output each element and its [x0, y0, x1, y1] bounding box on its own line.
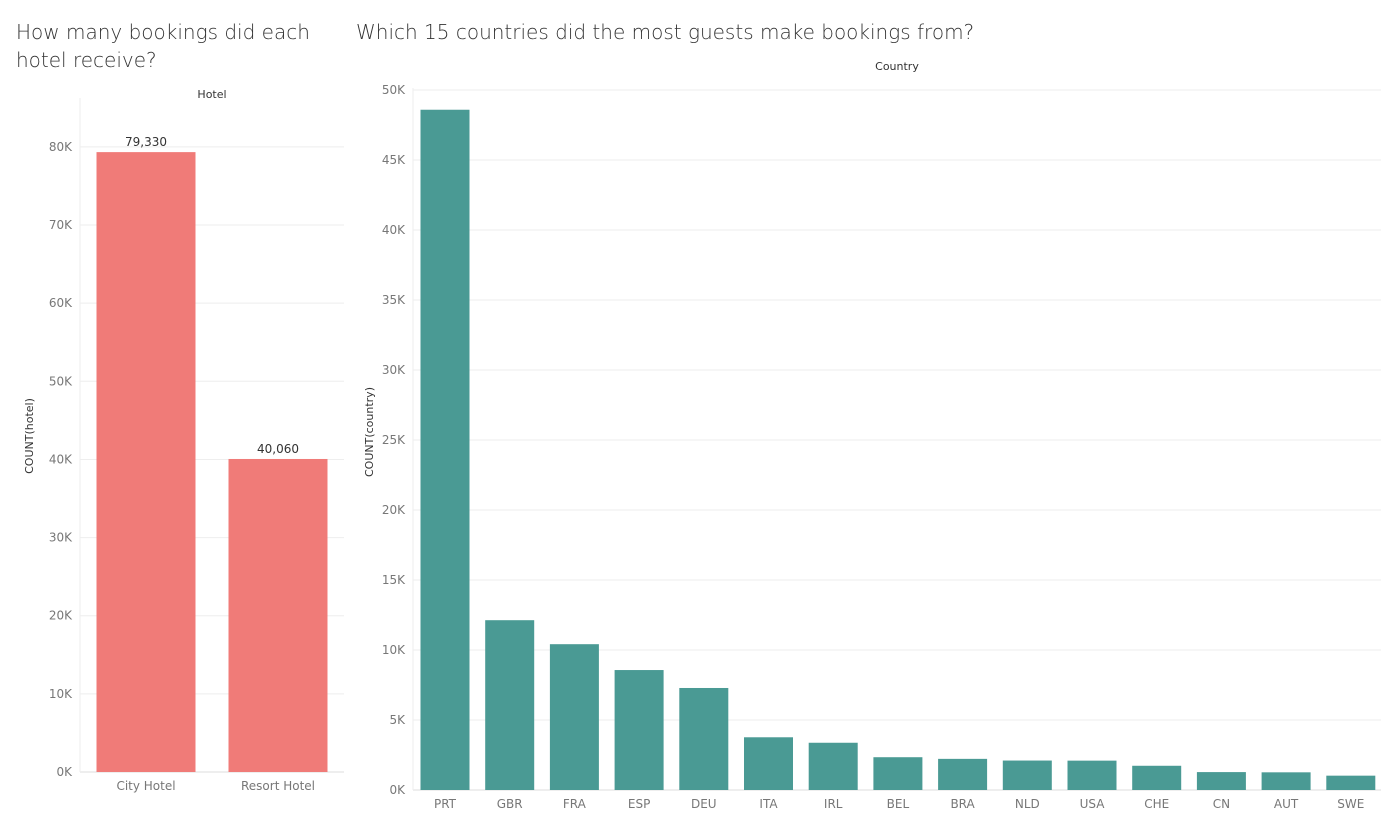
- hotel-chart-title: How many bookings did each hotel receive…: [16, 20, 310, 72]
- country-chart-title: Which 15 countries did the most guests m…: [356, 20, 975, 44]
- country-category-label: NLD: [1015, 797, 1040, 811]
- country-bar-swe: [1326, 775, 1376, 790]
- hotel-column-header: Hotel: [197, 88, 226, 101]
- hotel-y-tick-label: 10K: [49, 687, 73, 701]
- hotel-y-tick-label: 50K: [49, 374, 73, 388]
- country-y-tick-label: 45K: [382, 153, 406, 167]
- hotel-y-tick-label: 0K: [56, 765, 73, 779]
- country-column-header: Country: [875, 60, 919, 73]
- country-bar-bra: [938, 758, 988, 790]
- hotel-data-label: 40,060: [257, 442, 299, 456]
- country-bar-usa: [1067, 760, 1117, 790]
- country-bar-che: [1132, 765, 1182, 790]
- country-bar-nld: [1002, 760, 1052, 790]
- country-category-label: GBR: [497, 797, 523, 811]
- country-y-tick-label: 10K: [382, 643, 406, 657]
- hotel-y-tick-label: 20K: [49, 609, 73, 623]
- country-bar-fra: [549, 644, 599, 790]
- country-category-label: ITA: [759, 797, 778, 811]
- country-bar-ita: [744, 737, 793, 790]
- country-category-label: PRT: [434, 797, 457, 811]
- hotel-y-axis-title: COUNT(hotel): [23, 398, 36, 474]
- hotel-bar-city-hotel: [96, 152, 196, 772]
- country-bar-aut: [1261, 772, 1311, 790]
- country-y-tick-label: 25K: [382, 433, 406, 447]
- country-bar-bel: [873, 757, 923, 790]
- country-y-tick-label: 15K: [382, 573, 406, 587]
- country-category-label: BEL: [887, 797, 910, 811]
- hotel-y-tick-label: 70K: [49, 218, 73, 232]
- hotel-y-tick-label: 80K: [49, 140, 73, 154]
- country-category-label: SWE: [1337, 797, 1364, 811]
- country-category-label: CN: [1213, 797, 1230, 811]
- country-y-tick-label: 5K: [389, 713, 406, 727]
- country-category-label: AUT: [1274, 797, 1299, 811]
- country-y-tick-label: 35K: [382, 293, 406, 307]
- country-y-tick-label: 30K: [382, 363, 406, 377]
- country-category-label: FRA: [563, 797, 587, 811]
- country-y-tick-label: 50K: [382, 83, 406, 97]
- country-y-tick-label: 20K: [382, 503, 406, 517]
- hotel-y-tick-label: 40K: [49, 452, 73, 466]
- country-y-tick-label: 0K: [389, 783, 406, 797]
- country-category-label: USA: [1080, 797, 1106, 811]
- country-category-label: ESP: [628, 797, 650, 811]
- country-bar-cn: [1196, 772, 1246, 790]
- hotel-category-label: City Hotel: [116, 779, 175, 793]
- country-category-label: DEU: [691, 797, 717, 811]
- country-category-label: CHE: [1144, 797, 1169, 811]
- hotel-data-label: 79,330: [125, 135, 167, 149]
- country-bar-deu: [679, 687, 729, 790]
- country-bar-gbr: [485, 620, 535, 790]
- country-y-axis-title: COUNT(country): [363, 387, 376, 477]
- hotel-y-tick-label: 30K: [49, 531, 73, 545]
- country-bar-prt: [420, 109, 470, 791]
- country-category-label: IRL: [824, 797, 843, 811]
- hotel-y-tick-label: 60K: [49, 296, 73, 310]
- country-bar-esp: [614, 670, 664, 790]
- hotel-category-label: Resort Hotel: [241, 779, 315, 793]
- country-y-tick-label: 40K: [382, 223, 406, 237]
- country-category-label: BRA: [950, 797, 975, 811]
- hotel-bar-resort-hotel: [228, 458, 328, 772]
- country-bar-irl: [808, 742, 858, 790]
